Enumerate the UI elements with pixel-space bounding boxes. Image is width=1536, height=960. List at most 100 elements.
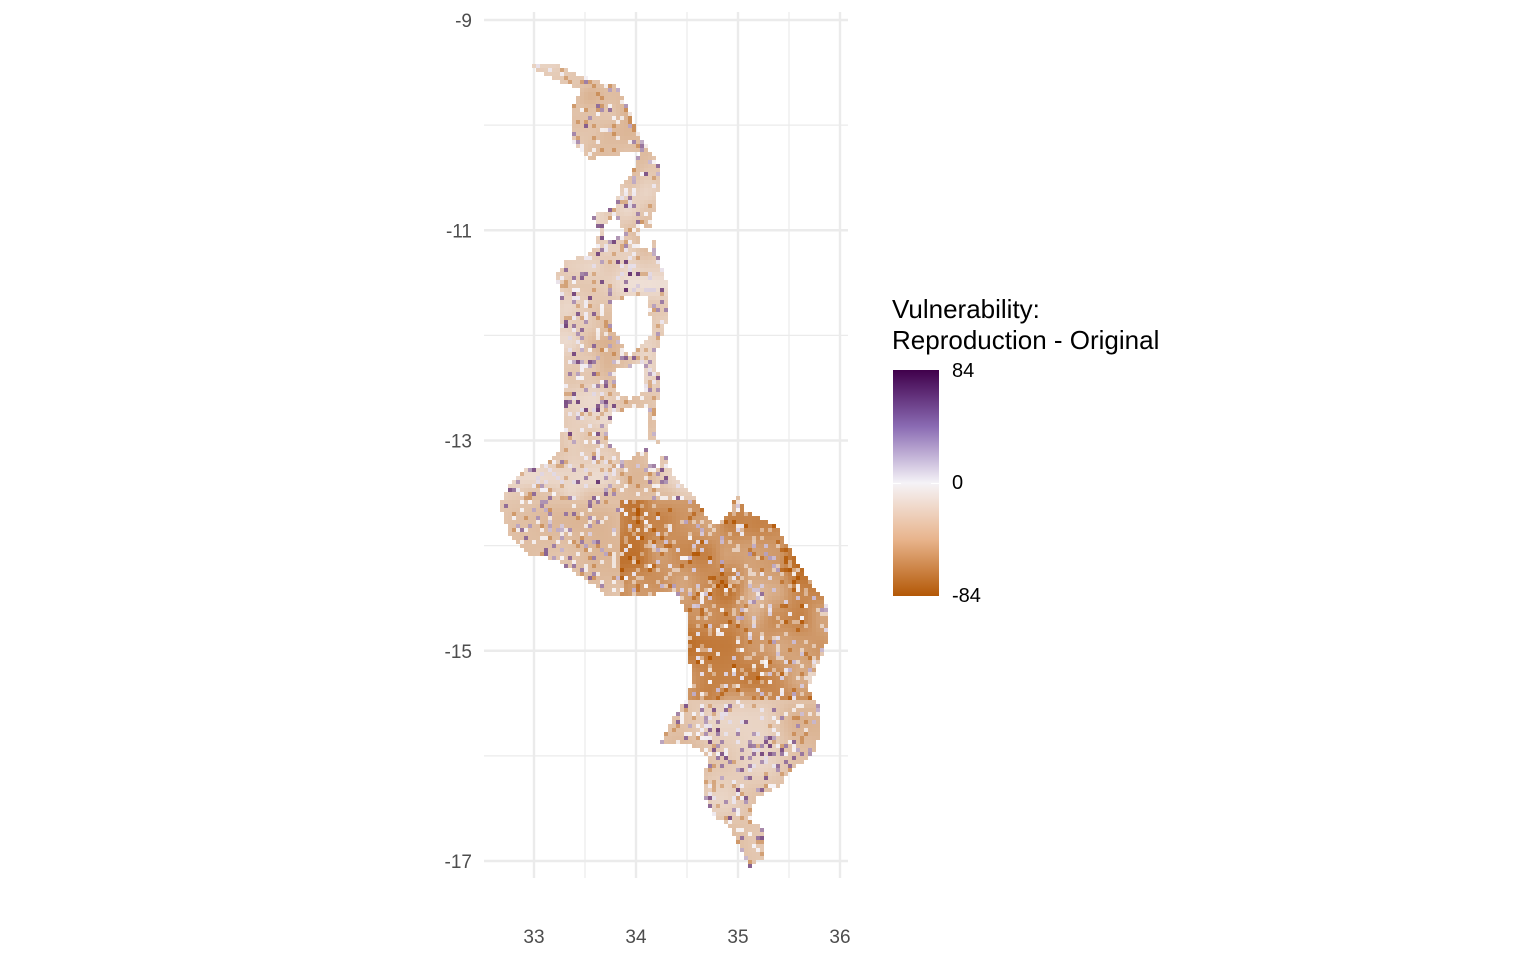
raster-cell [748, 564, 752, 568]
raster-cell [652, 572, 656, 576]
raster-cell [652, 416, 656, 420]
raster-cell [528, 484, 532, 488]
raster-cell [740, 536, 744, 540]
raster-cell [556, 532, 560, 536]
raster-cell [768, 640, 772, 644]
raster-cell [584, 88, 588, 92]
raster-cell [772, 568, 776, 572]
raster-cell [704, 612, 708, 616]
raster-cell [748, 716, 752, 720]
raster-cell [768, 704, 772, 708]
raster-cell [620, 288, 624, 292]
raster-cell [632, 404, 636, 408]
raster-cell [600, 544, 604, 548]
raster-cell [644, 344, 648, 348]
raster-cell [748, 684, 752, 688]
raster-cell [760, 584, 764, 588]
raster-cell [508, 508, 512, 512]
raster-cell [800, 692, 804, 696]
raster-cell [792, 612, 796, 616]
raster-cell [812, 648, 816, 652]
raster-cell [756, 712, 760, 716]
raster-cell [768, 680, 772, 684]
raster-cell [600, 576, 604, 580]
raster-cell [800, 572, 804, 576]
raster-cell [612, 140, 616, 144]
raster-cell [800, 760, 804, 764]
raster-cell [728, 736, 732, 740]
raster-cell [628, 592, 632, 596]
raster-cell [584, 488, 588, 492]
raster-cell [584, 396, 588, 400]
raster-cell [556, 72, 560, 76]
raster-cell [728, 728, 732, 732]
raster-cell [576, 572, 580, 576]
raster-cell [576, 544, 580, 548]
raster-cell [728, 800, 732, 804]
raster-cell [724, 680, 728, 684]
raster-cell [628, 220, 632, 224]
raster-cell [572, 460, 576, 464]
raster-cell [632, 592, 636, 596]
raster-cell [804, 616, 808, 620]
raster-cell [640, 284, 644, 288]
raster-cell [792, 648, 796, 652]
raster-cell [632, 572, 636, 576]
raster-cell [592, 112, 596, 116]
raster-cell [596, 80, 600, 84]
raster-cell [740, 748, 744, 752]
raster-cell [760, 576, 764, 580]
raster-cell [652, 348, 656, 352]
raster-cell [564, 564, 568, 568]
raster-cell [600, 88, 604, 92]
raster-cell [684, 716, 688, 720]
raster-cell [772, 576, 776, 580]
raster-cell [560, 452, 564, 456]
raster-cell [716, 796, 720, 800]
raster-cell [804, 576, 808, 580]
raster-cell [532, 520, 536, 524]
raster-cell [612, 372, 616, 376]
raster-cell [732, 616, 736, 620]
raster-cell [528, 472, 532, 476]
raster-cell [652, 544, 656, 548]
raster-cell [572, 476, 576, 480]
raster-cell [744, 744, 748, 748]
raster-cell [624, 184, 628, 188]
raster-cell [648, 416, 652, 420]
raster-cell [560, 552, 564, 556]
raster-cell [620, 96, 624, 100]
raster-cell [548, 528, 552, 532]
raster-cell [772, 692, 776, 696]
raster-cell [704, 580, 708, 584]
raster-cell [672, 580, 676, 584]
raster-cell [604, 516, 608, 520]
raster-cell [532, 484, 536, 488]
raster-cell [652, 372, 656, 376]
raster-cell [620, 584, 624, 588]
raster-cell [736, 672, 740, 676]
raster-cell [612, 468, 616, 472]
raster-cell [540, 548, 544, 552]
raster-cell [596, 316, 600, 320]
raster-cell [572, 436, 576, 440]
raster-cell [728, 512, 732, 516]
raster-cell [740, 752, 744, 756]
raster-cell [788, 680, 792, 684]
raster-cell [752, 784, 756, 788]
raster-cell [744, 548, 748, 552]
raster-cell [568, 560, 572, 564]
raster-cell [580, 424, 584, 428]
raster-cell [636, 572, 640, 576]
raster-cell [744, 800, 748, 804]
raster-cell [644, 248, 648, 252]
raster-cell [796, 608, 800, 612]
raster-cell [552, 556, 556, 560]
raster-cell [544, 68, 548, 72]
raster-cell [688, 568, 692, 572]
raster-cell [652, 168, 656, 172]
raster-cell [632, 484, 636, 488]
raster-cell [632, 292, 636, 296]
raster-cell [596, 224, 600, 228]
raster-cell [772, 632, 776, 636]
